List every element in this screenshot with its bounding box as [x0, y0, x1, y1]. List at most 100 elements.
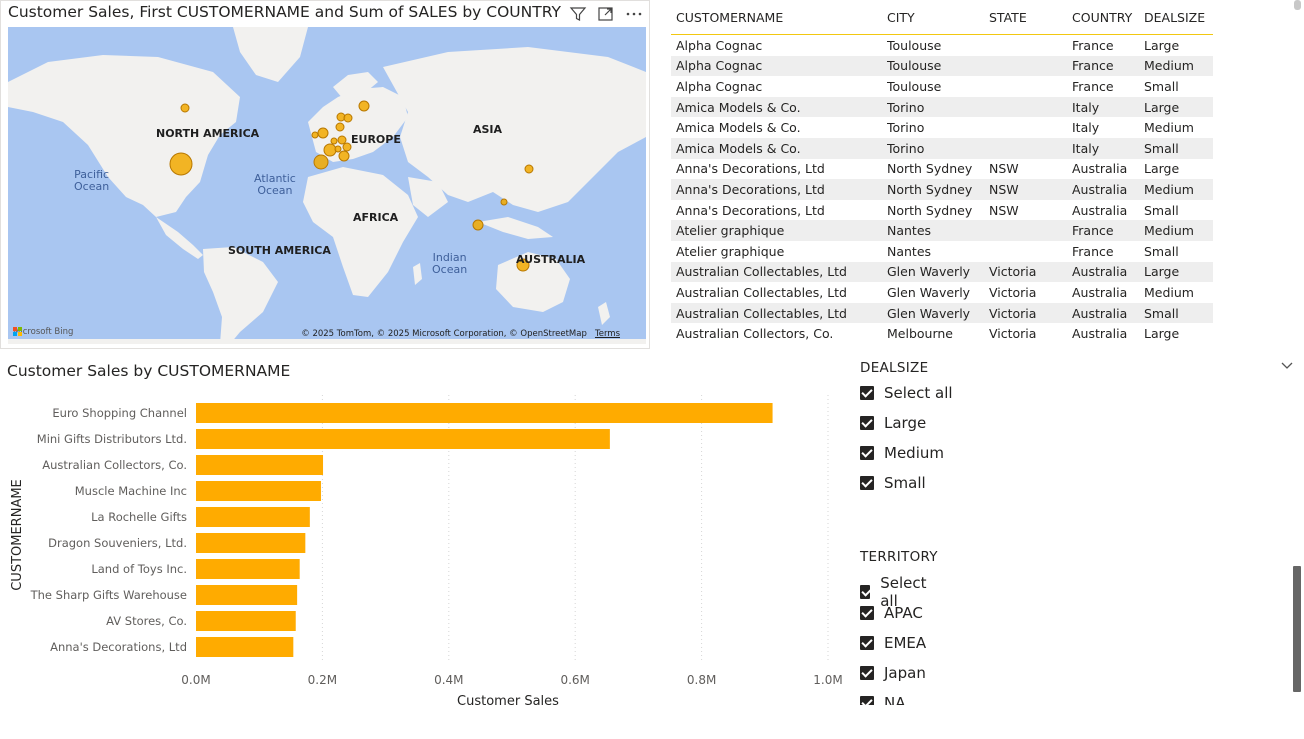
map-bubble-japan: [524, 164, 534, 174]
checkbox-checked-icon[interactable]: [860, 606, 874, 620]
bar[interactable]: [196, 403, 773, 423]
territory-slicer-item[interactable]: Select all: [860, 574, 930, 610]
table-cell: Australian Collectables, Ltd: [676, 284, 847, 300]
table-cell: Medium: [1144, 181, 1194, 197]
dealsize-slicer-item[interactable]: Large: [860, 414, 926, 432]
table-cell: Nantes: [887, 243, 932, 259]
chevron-down-icon[interactable]: [1280, 358, 1294, 372]
table-row[interactable]: Australian Collectables, Ltd Glen Waverly…: [671, 261, 1213, 283]
focus-mode-icon[interactable]: [597, 5, 615, 23]
table-scrollbar[interactable]: [1294, 0, 1301, 10]
y-category-label: La Rochelle Gifts: [91, 510, 187, 524]
table-cell: Australian Collectables, Ltd: [676, 305, 847, 321]
column-header[interactable]: CITY: [887, 9, 915, 25]
bar-chart-title: Customer Sales by CUSTOMERNAME: [7, 362, 291, 380]
bar[interactable]: [196, 611, 296, 631]
table-header: CUSTOMERNAME CITY STATE COUNTRY DEALSIZE: [671, 0, 1213, 35]
y-category-label: Australian Collectors, Co.: [42, 458, 187, 472]
table-cell: France: [1072, 58, 1114, 74]
dealsize-slicer-item[interactable]: Select all: [860, 384, 953, 402]
table-cell: Medium: [1144, 223, 1194, 239]
map-bubble-austria: [342, 142, 352, 152]
checkbox-checked-icon[interactable]: [860, 696, 874, 705]
territory-slicer-item[interactable]: EMEA: [860, 634, 926, 652]
bar[interactable]: [196, 455, 324, 475]
table-row[interactable]: Anna's Decorations, Ltd North Sydney NSW Au…: [671, 200, 1213, 221]
terms-link[interactable]: Terms: [594, 329, 620, 339]
bar[interactable]: [196, 481, 321, 501]
x-tick-label: 0.0M: [181, 673, 210, 687]
table-cell: North Sydney: [887, 161, 973, 177]
slicer-scrollbar[interactable]: [1293, 566, 1301, 692]
map-visual[interactable]: Customer Sales, First CUSTOMERNAME and S…: [0, 0, 650, 349]
bar[interactable]: [196, 507, 310, 527]
table-row[interactable]: Anna's Decorations, Ltd North Sydney NSW Au…: [671, 179, 1213, 200]
ocean-label: Indian Ocean: [432, 251, 468, 276]
checkbox-checked-icon[interactable]: [860, 585, 871, 599]
bar[interactable]: [196, 559, 300, 579]
table-cell: Toulouse: [887, 37, 942, 53]
table-row[interactable]: Australian Collectables, Ltd Glen Waverly…: [671, 302, 1213, 324]
map-bubbles: [169, 100, 534, 272]
table-row[interactable]: Atelier graphique Nantes France Small: [671, 241, 1213, 262]
checkbox-checked-icon[interactable]: [860, 446, 874, 460]
table-cell: Atelier graphique: [676, 223, 785, 239]
table-row[interactable]: Australian Collectors, Co. Melbourne Victo…: [671, 323, 1213, 344]
customer-table[interactable]: CUSTOMERNAME CITY STATE COUNTRY DEALSIZE…: [671, 0, 1213, 346]
table-cell: Glen Waverly: [887, 305, 971, 321]
x-tick-label: 0.4M: [434, 673, 463, 687]
table-cell: Anna's Decorations, Ltd: [676, 161, 825, 177]
table-row[interactable]: Amica Models & Co. Torino Italy Medium: [671, 117, 1213, 138]
map-bubble-finland: [358, 100, 370, 112]
table-cell: North Sydney: [887, 181, 973, 197]
table-cell: Large: [1144, 264, 1180, 280]
territory-slicer-item[interactable]: NA: [860, 694, 905, 705]
table-row[interactable]: Alpha Cognac Toulouse France Medium: [671, 55, 1213, 77]
checkbox-checked-icon[interactable]: [860, 416, 874, 430]
more-options-icon[interactable]: [625, 5, 643, 23]
x-tick-label: 0.8M: [687, 673, 716, 687]
table-cell: Small: [1144, 202, 1179, 218]
checkbox-checked-icon[interactable]: [860, 386, 874, 400]
y-category-label: Euro Shopping Channel: [52, 406, 187, 420]
territory-slicer-item[interactable]: APAC: [860, 604, 923, 622]
table-row[interactable]: Alpha Cognac Toulouse France Small: [671, 76, 1213, 97]
table-cell: Amica Models & Co.: [676, 99, 801, 115]
dealsize-slicer-item[interactable]: Small: [860, 474, 926, 492]
column-header[interactable]: CUSTOMERNAME: [676, 9, 784, 25]
column-header[interactable]: STATE: [989, 9, 1027, 25]
checkbox-checked-icon[interactable]: [860, 476, 874, 490]
slicer-item-label: EMEA: [884, 634, 927, 652]
map-bubble-singapore: [472, 219, 484, 231]
map-bubble-uk: [317, 127, 329, 139]
table-row[interactable]: Alpha Cognac Toulouse France Large: [671, 35, 1213, 56]
map-bubble-denmark: [335, 122, 345, 132]
dealsize-slicer-item[interactable]: Medium: [860, 444, 944, 462]
territory-slicer-title: TERRITORY: [860, 549, 938, 565]
column-header[interactable]: DEALSIZE: [1144, 9, 1206, 25]
y-category-label: Mini Gifts Distributors Ltd.: [37, 432, 187, 446]
table-cell: Atelier graphique: [676, 243, 785, 259]
dealsize-slicer-title: DEALSIZE: [860, 360, 929, 376]
table-cell: Toulouse: [887, 78, 942, 94]
bar[interactable]: [196, 637, 294, 657]
column-header[interactable]: COUNTRY: [1072, 9, 1133, 25]
table-cell: Glen Waverly: [887, 264, 971, 280]
filter-icon[interactable]: [569, 5, 587, 23]
table-row[interactable]: Anna's Decorations, Ltd North Sydney NSW Au…: [671, 159, 1213, 180]
table-row[interactable]: Amica Models & Co. Torino Italy Large: [671, 96, 1213, 118]
table-row[interactable]: Atelier graphique Nantes France Medium: [671, 220, 1213, 241]
bar[interactable]: [196, 429, 610, 449]
bar[interactable]: [196, 533, 306, 553]
table-cell: France: [1072, 37, 1114, 53]
checkbox-checked-icon[interactable]: [860, 666, 874, 680]
map-canvas[interactable]: NORTH AMERICA EUROPE ASIA AFRICA SOUTH A…: [8, 27, 646, 344]
table-row[interactable]: Australian Collectables, Ltd Glen Waverly…: [671, 282, 1213, 303]
table-cell: Anna's Decorations, Ltd: [676, 181, 825, 197]
checkbox-checked-icon[interactable]: [860, 636, 874, 650]
table-row[interactable]: Amica Models & Co. Torino Italy Small: [671, 137, 1213, 159]
x-tick-label: 1.0M: [813, 673, 842, 687]
territory-slicer-item[interactable]: Japan: [860, 664, 926, 682]
bar[interactable]: [196, 585, 298, 605]
map-bubble-france: [323, 143, 337, 157]
